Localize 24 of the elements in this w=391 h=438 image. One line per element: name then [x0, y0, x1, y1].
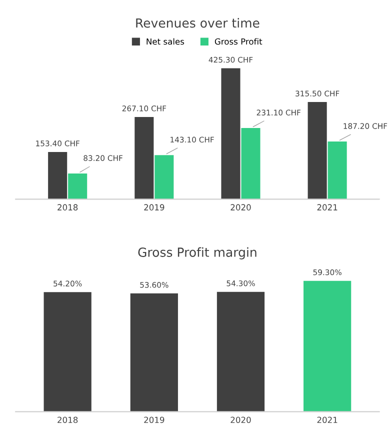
bar [241, 128, 260, 200]
bar [68, 174, 88, 200]
bar [154, 155, 174, 200]
x-tick-label: 2018 [58, 416, 78, 424]
chart-title: Revenues over time [136, 18, 260, 28]
bar [308, 102, 327, 200]
bar [48, 152, 68, 200]
bar [328, 142, 347, 200]
legend-label: Net sales [146, 38, 184, 45]
x-tick-label: 2021 [317, 416, 338, 424]
x-tick-label: 2018 [58, 204, 78, 210]
bar [44, 292, 92, 412]
bar [216, 292, 265, 412]
chart-title: Gross Profit margin [138, 247, 256, 260]
x-tick-label: 2020 [230, 416, 251, 424]
bar [134, 116, 154, 200]
bar [130, 293, 178, 412]
legend-label: Gross Profit [214, 38, 262, 45]
x-tick-label: 2019 [144, 204, 164, 210]
x-tick-label: 2020 [230, 204, 251, 210]
bar [221, 68, 240, 200]
x-tick-label: 2019 [144, 416, 164, 424]
bar [304, 280, 352, 412]
x-tick-label: 2021 [317, 204, 338, 210]
